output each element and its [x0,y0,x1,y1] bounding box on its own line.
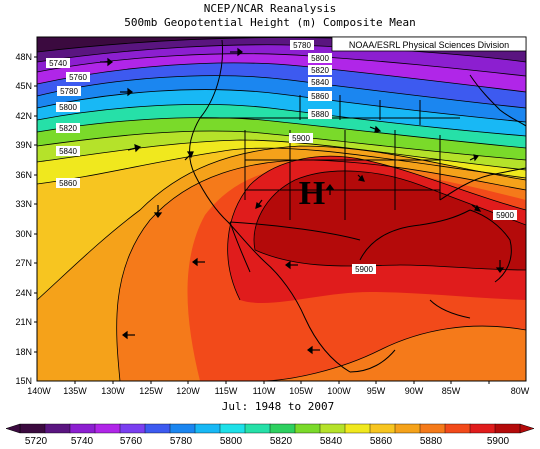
colorbar-label: 5720 [25,436,48,447]
lon-label: 100W [327,386,351,396]
contour-label: 5780 [60,87,78,96]
colorbar-swatch [244,423,271,434]
lat-label: 15N [15,376,32,386]
colorbar-labels: 5720 5740 5760 5780 5800 5820 5840 5860 … [25,436,510,447]
contour-label: 5880 [311,110,329,119]
colorbar-swatch [344,423,371,434]
contour-label: 5760 [69,73,87,82]
colorbar-label: 5740 [71,436,94,447]
colorbar-swatch [219,423,246,434]
colorbar-swatch [44,423,71,434]
lon-label: 120W [176,386,200,396]
colorbar-swatch [369,423,396,434]
colorbar-swatch [69,423,96,434]
lat-label: 24N [15,288,32,298]
colorbar-swatch [469,423,496,434]
contour-label: 5820 [311,66,329,75]
colorbar-label: 5780 [170,436,193,447]
lon-label: 140W [27,386,51,396]
colorbar-max-arrow [519,423,535,434]
colorbar-min-arrow [5,423,21,434]
colorbar-label: 5880 [420,436,443,447]
contour-label: 5840 [311,78,329,87]
contour-label: 5900 [292,134,310,143]
lon-label: 135W [63,386,87,396]
contour-label-group: 5740 5760 5780 5800 5820 5840 5860 5780 … [46,40,517,274]
colorbar-label: 5860 [370,436,393,447]
contour-label: 5840 [59,147,77,156]
colorbar-label: 5900 [487,436,510,447]
attribution-box [331,36,527,52]
contour-label: 5800 [311,54,329,63]
contour-label: 5740 [49,59,67,68]
contour-label: 5900 [355,265,373,274]
contour-label: 5860 [311,92,329,101]
contour-label: 5820 [59,124,77,133]
colorbar-swatch [419,423,446,434]
lat-label: 39N [15,140,32,150]
lon-label: 90W [405,386,424,396]
contour-label: 5900 [496,211,514,220]
contour-lines [37,37,526,381]
map-title: NCEP/NCAR Reanalysis [203,2,337,15]
lon-label: 80W [511,386,530,396]
colorbar-swatch [444,423,471,434]
date-range-label: Jul: 1948 to 2007 [222,400,335,413]
map-frame [36,36,527,382]
lat-label: 36N [15,170,32,180]
colorbar-label: 5800 [220,436,243,447]
colorbar-swatch [144,423,171,434]
lat-label: 30N [15,229,32,239]
colorbar-label: 5840 [320,436,343,447]
colorbar-swatch [169,423,196,434]
lat-tick-marks [34,56,37,353]
lat-label: 27N [15,258,32,268]
colorbar-swatch [394,423,421,434]
colorbar-swatch [119,423,146,434]
contour-label: 5860 [59,179,77,188]
lat-label: 42N [15,111,32,121]
lon-label: 85W [442,386,461,396]
contour-label: 5800 [59,103,77,112]
colorbar-swatch [194,423,221,434]
lon-label: 115W [215,386,238,396]
colorbar-swatch [294,423,321,434]
wind-arrows [100,47,505,355]
lon-label: 105W [289,386,313,396]
contour-label: 5780 [293,41,311,50]
lat-labels: 48N 45N 42N 39N 36N 33N 30N 27N 24N 21N … [15,52,32,386]
colorbar-swatch [19,423,46,434]
colorbar-swatch [494,423,521,434]
map-fill [37,37,526,381]
lon-label: 125W [139,386,163,396]
attribution-text: NOAA/ESRL Physical Sciences Division [349,40,509,50]
colorbar-swatch [94,423,121,434]
lon-label: 95W [367,386,386,396]
colorbar [5,423,535,434]
lat-label: 48N [15,52,32,62]
lon-labels: 140W 135W 130W 125W 120W 115W 110W 105W … [27,386,530,396]
lat-label: 33N [15,199,32,209]
coastlines [189,39,526,373]
lon-label: 130W [101,386,125,396]
lon-label: 110W [253,386,276,396]
lat-label: 21N [15,317,32,327]
colorbar-label: 5760 [120,436,143,447]
lon-tick-marks [74,381,490,384]
high-pressure-marker: H [299,175,325,212]
colorbar-swatch [269,423,296,434]
lat-label: 45N [15,81,32,91]
colorbar-label: 5820 [270,436,293,447]
colorbar-swatch [319,423,346,434]
lat-label: 18N [15,347,32,357]
map-subtitle: 500mb Geopotential Height (m) Composite … [124,16,416,29]
